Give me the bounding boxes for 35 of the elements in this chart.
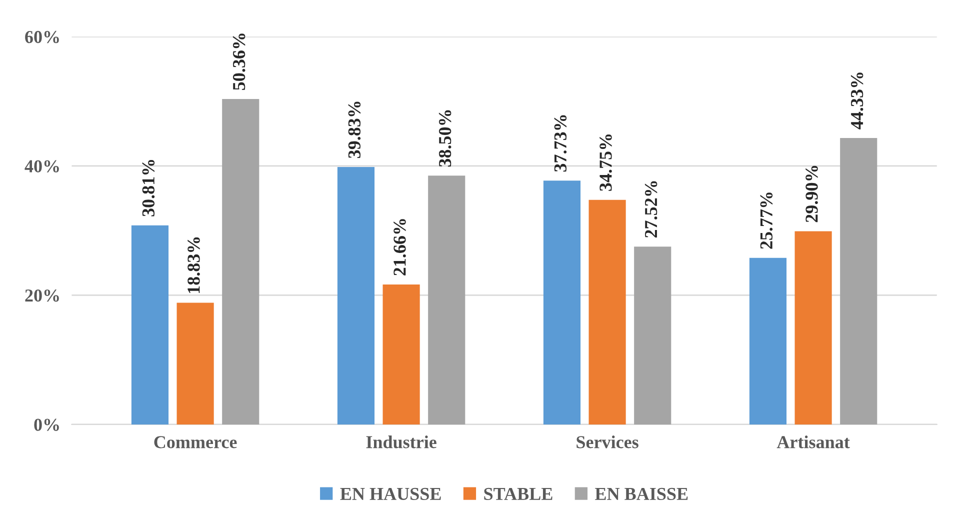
bar: [131, 225, 169, 424]
data-label: 27.52%: [644, 181, 658, 238]
data-label: 34.75%: [600, 134, 612, 191]
data-label: 37.73%: [554, 115, 567, 172]
bar: [588, 200, 626, 424]
y-tick-label: 60%: [25, 30, 59, 44]
x-tick-label: Artisanat: [776, 436, 850, 448]
bar: [749, 258, 787, 424]
data-label: 39.83%: [348, 102, 361, 158]
data-label: 30.81%: [142, 160, 155, 216]
data-label: 50.36%: [232, 34, 246, 90]
x-tick-label: Commerce: [154, 436, 237, 448]
bar: [428, 176, 466, 424]
bar: [543, 180, 581, 424]
data-label: 18.83%: [188, 237, 200, 293]
x-tick-label: Services: [576, 436, 638, 448]
y-tick-label: 40%: [24, 160, 59, 172]
data-label: 38.50%: [438, 110, 452, 167]
data-label: 25.77%: [760, 192, 773, 249]
x-tick-label: Industrie: [366, 436, 436, 448]
bar: [337, 167, 375, 424]
bar: [794, 231, 832, 424]
legend-label: EN HAUSSE: [340, 488, 441, 500]
bar: [382, 284, 420, 424]
data-label: 29.90%: [806, 166, 818, 222]
bar: [840, 138, 878, 424]
bar: [634, 246, 672, 424]
y-tick-label: 20%: [25, 289, 59, 302]
legend-label: EN BAISSE: [595, 488, 688, 500]
data-label: 44.33%: [850, 72, 864, 130]
bar: [222, 98, 260, 424]
bar: [176, 302, 214, 424]
y-tick-label: 0%: [34, 418, 59, 431]
data-label: 21.66%: [394, 219, 406, 276]
legend-label: STABLE: [484, 488, 552, 500]
